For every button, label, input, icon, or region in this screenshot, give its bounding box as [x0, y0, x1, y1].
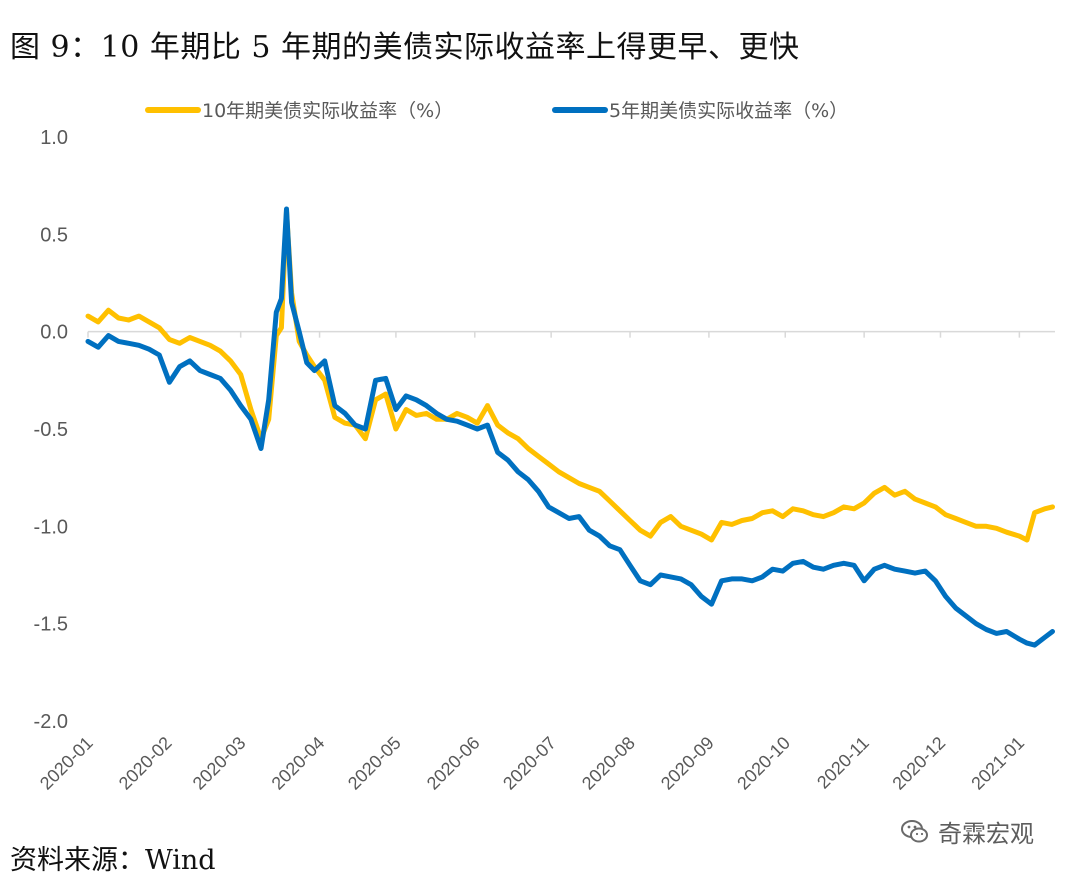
wechat-icon: [901, 819, 928, 842]
y-tick-label: -0.5: [34, 419, 68, 441]
source-note: 资料来源：Wind: [10, 845, 216, 876]
x-tick-label: 2021-01: [967, 733, 1028, 794]
x-tick-label: 2020-01: [36, 733, 97, 794]
x-axis: 2020-01 2020-02 2020-03 2020-04 2020-05 2020-…: [36, 331, 1028, 794]
chart-legend: 10年期美债实际收益率（%） 5年期美债实际收益率（%）: [145, 100, 848, 122]
y-tick-label: -2.0: [34, 711, 68, 733]
x-tick-label: 2020-05: [344, 733, 405, 794]
figure-title: 图 9：10 年期比 5 年期的美债实际收益率上得更早、更快: [10, 30, 800, 65]
x-tick-label: 2020-04: [268, 733, 329, 794]
x-tick-label: 2020-10: [733, 733, 794, 794]
y-axis: 1.0 0.5 0.0 -0.5 -1.0 -1.5 -2.0: [34, 127, 68, 733]
x-tick-label: 2020-07: [499, 733, 560, 794]
x-tick-label: 2020-06: [423, 733, 484, 794]
watermark: 奇霖宏观: [900, 814, 1034, 849]
y-tick-label: -1.5: [34, 614, 68, 636]
x-tick-label: 2020-08: [578, 733, 639, 794]
x-tick-label: 2020-12: [888, 733, 949, 794]
y-tick-label: 0.5: [40, 224, 68, 246]
x-tick-label: 2020-09: [657, 733, 718, 794]
legend-label-5y: 5年期美债实际收益率（%）: [609, 100, 848, 122]
x-tick-label: 2020-03: [189, 733, 250, 794]
line-chart: 10年期美债实际收益率（%） 5年期美债实际收益率（%） 1.0 0.5 0.0 -0…: [34, 100, 1055, 794]
x-tick-label: 2020-02: [115, 733, 176, 794]
y-tick-label: -1.0: [34, 516, 68, 538]
x-tick-label: 2020-11: [813, 733, 873, 793]
series-line-10y: [85, 208, 1055, 543]
y-tick-label: 1.0: [40, 127, 68, 149]
series-layer: [85, 206, 1055, 648]
y-tick-label: 0.0: [40, 322, 68, 344]
watermark-label: 奇霖宏观: [938, 820, 1034, 848]
series-line-5y: [85, 206, 1055, 648]
legend-label-10y: 10年期美债实际收益率（%）: [202, 100, 453, 122]
